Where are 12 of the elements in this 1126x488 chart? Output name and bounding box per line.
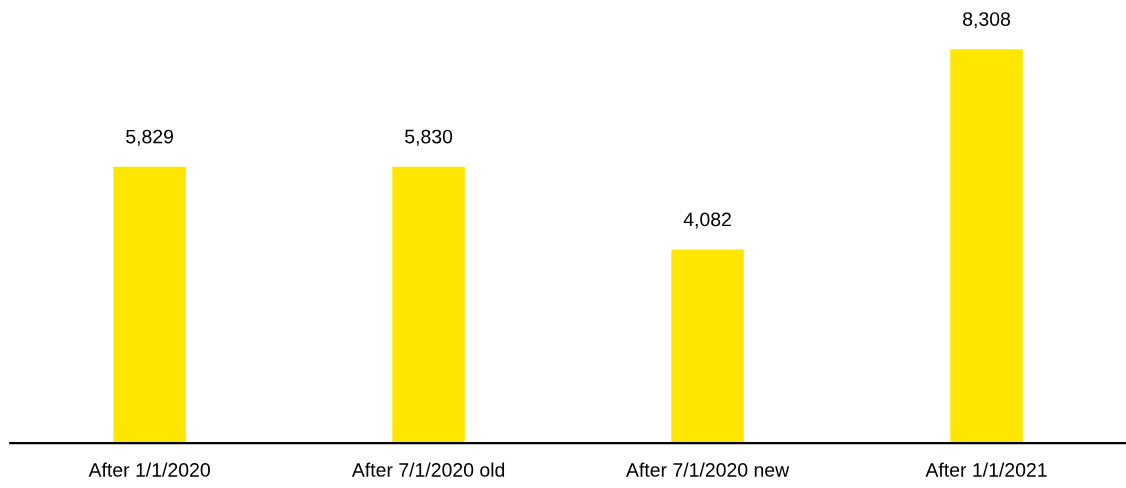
bar	[950, 49, 1023, 444]
bar	[392, 166, 465, 444]
x-tick-label: After 7/1/2020 old	[351, 462, 505, 477]
bar	[671, 249, 744, 444]
data-label: 8,308	[963, 12, 1010, 29]
x-tick-label: After 1/1/2020	[88, 462, 210, 477]
bar	[113, 166, 186, 444]
data-label: 5,830	[405, 129, 453, 146]
x-tick-label: After 7/1/2020 new	[625, 462, 790, 477]
x-tick-label: After 1/1/2021	[925, 462, 1047, 477]
data-label: 4,082	[683, 212, 731, 229]
data-label: 5,829	[126, 129, 174, 146]
